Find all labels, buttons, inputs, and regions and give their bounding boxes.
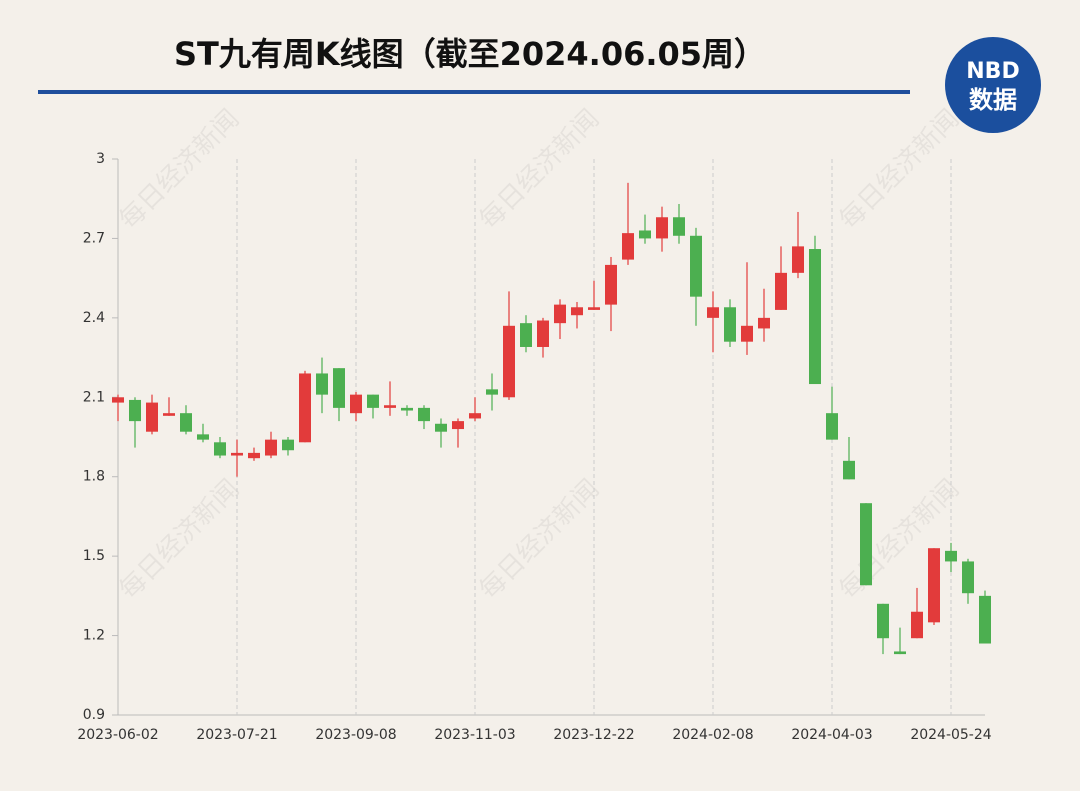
- watermark: 每日经济新闻: [114, 474, 246, 606]
- y-tick-label: 2.7: [83, 230, 105, 246]
- candle-body: [248, 452, 260, 459]
- candle-body: [639, 230, 651, 239]
- candle-body: [962, 561, 974, 594]
- candle-body: [877, 603, 889, 639]
- x-tick-label: 2023-07-21: [196, 727, 277, 743]
- candle-body: [707, 307, 719, 318]
- candle-body: [520, 323, 532, 347]
- y-tick-label: 1.5: [83, 548, 105, 564]
- candle-body: [180, 413, 192, 432]
- logo-text: NBD: [966, 59, 1019, 84]
- watermark: 每日经济新闻: [474, 104, 606, 236]
- candle-body: [282, 439, 294, 451]
- x-tick-label: 2023-12-22: [553, 727, 634, 743]
- x-tick-label: 2024-02-08: [672, 727, 753, 743]
- candle-body: [741, 325, 753, 342]
- candle-body: [163, 413, 175, 416]
- candle-body: [758, 317, 770, 329]
- candle-body: [486, 389, 498, 395]
- y-tick-label: 1.2: [83, 628, 105, 644]
- y-tick-label: 1.8: [83, 469, 105, 485]
- candle-body: [503, 325, 515, 398]
- y-tick-label: 0.9: [83, 707, 105, 723]
- logo-badge: [945, 37, 1041, 133]
- title-rule: [38, 90, 910, 94]
- candle-body: [435, 423, 447, 432]
- candle-body: [673, 217, 685, 236]
- candle-body: [299, 373, 311, 443]
- candle-body: [129, 399, 141, 422]
- candle-body: [605, 264, 617, 305]
- watermark: 每日经济新闻: [474, 474, 606, 606]
- candle-body: [316, 373, 328, 395]
- candle-body: [418, 407, 430, 422]
- candle-body: [537, 320, 549, 347]
- candle-body: [656, 217, 668, 239]
- x-tick-label: 2023-06-02: [77, 727, 158, 743]
- x-tick-label: 2023-11-03: [434, 727, 515, 743]
- candle-body: [979, 595, 991, 644]
- candle-body: [860, 503, 872, 586]
- candle-body: [928, 548, 940, 623]
- candle-body: [826, 413, 838, 440]
- x-tick-label: 2024-04-03: [791, 727, 872, 743]
- candle-body: [197, 434, 209, 440]
- candle-body: [384, 405, 396, 408]
- logo-text: 数据: [969, 86, 1017, 114]
- candle-body: [469, 413, 481, 419]
- y-tick-label: 3: [96, 151, 105, 167]
- candle-body: [809, 249, 821, 385]
- y-tick-label: 2.1: [83, 389, 105, 405]
- candle-body: [911, 611, 923, 639]
- candle-body: [333, 368, 345, 408]
- candle-body: [265, 439, 277, 456]
- candle-body: [214, 442, 226, 456]
- candle-body: [622, 233, 634, 260]
- chart-title: ST九有周K线图（截至2024.06.05周）: [174, 35, 766, 73]
- candle-body: [367, 394, 379, 408]
- candle-body: [112, 397, 124, 403]
- candle-body: [792, 246, 804, 273]
- candle-body: [724, 307, 736, 342]
- watermark: 每日经济新闻: [834, 474, 966, 606]
- x-tick-label: 2024-05-24: [910, 727, 991, 743]
- watermark: 每日经济新闻: [114, 104, 246, 236]
- candle-body: [588, 307, 600, 310]
- candle-body: [554, 304, 566, 324]
- candle-body: [350, 394, 362, 414]
- candle-body: [452, 421, 464, 430]
- candle-body: [146, 402, 158, 432]
- y-tick-label: 2.4: [83, 310, 105, 326]
- candle-body: [571, 307, 583, 316]
- x-tick-label: 2023-09-08: [315, 727, 396, 743]
- candle-body: [775, 272, 787, 310]
- candle-body: [894, 651, 906, 655]
- candle-body: [945, 550, 957, 562]
- watermark: 每日经济新闻: [834, 104, 966, 236]
- candle-body: [231, 452, 243, 456]
- candle-body: [401, 407, 413, 411]
- candle-body: [843, 460, 855, 480]
- candle-body: [690, 235, 702, 297]
